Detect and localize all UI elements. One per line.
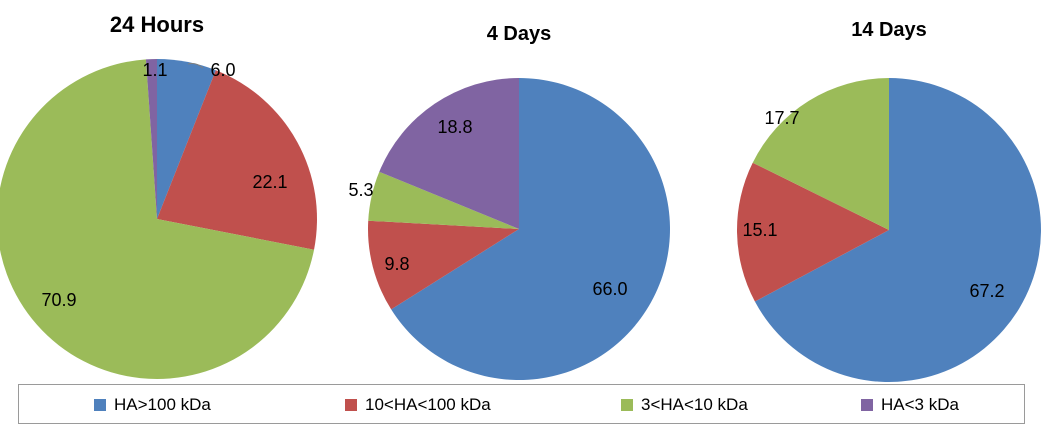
pie-slice-3-ha-10-kda: [752, 77, 889, 230]
pie-chart-24-hours: 24 Hours 6.0 22.1 70.9 1.1: [0, 12, 318, 379]
pie-slice-ha-100-kda: [157, 59, 216, 219]
legend-item-ha-10-100: 10<HA<100 kDa: [345, 385, 491, 425]
legend-item-ha-over-100: HA>100 kDa: [94, 385, 211, 425]
data-label: 67.2: [969, 281, 1004, 301]
legend-swatch: [861, 399, 873, 411]
data-label: 70.9: [41, 290, 76, 310]
pie-slice-ha-100-kda: [391, 78, 670, 380]
pie-slice-ha-3-kda: [145, 59, 157, 219]
pie-slice-3-ha-10-kda: [0, 59, 315, 379]
legend-swatch: [621, 399, 633, 411]
pie-slice-ha-100-kda: [754, 78, 1041, 382]
legend-label: HA<3 kDa: [881, 395, 959, 414]
legend-swatch: [345, 399, 357, 411]
chart-legend: HA>100 kDa 10<HA<100 kDa 3<HA<10 kDa HA<…: [18, 384, 1025, 424]
pie-slice-10-ha-100-kda: [368, 220, 519, 310]
pie-slice-ha-3-kda: [379, 78, 519, 229]
chart-title: 14 Days: [851, 19, 927, 41]
legend-label: HA>100 kDa: [114, 395, 211, 414]
legend-item-ha-3-10: 3<HA<10 kDa: [621, 385, 748, 425]
data-label: 66.0: [592, 279, 627, 299]
chart-title: 4 Days: [487, 23, 552, 45]
pie-slice-10-ha-100-kda: [157, 70, 318, 250]
pie-chart-4-days: 4 Days 66.0 9.8 5.3 18.8: [348, 23, 670, 380]
chart-title: 24 Hours: [110, 12, 204, 37]
data-label: 5.3: [348, 180, 373, 200]
pie-slice-10-ha-100-kda: [736, 162, 889, 302]
pie-chart-14-days: 14 Days 67.2 15.1 17.7: [736, 19, 1041, 382]
legend-label: 10<HA<100 kDa: [365, 395, 491, 414]
label-leader-line: [187, 63, 204, 69]
legend-swatch: [94, 399, 106, 411]
data-label: 15.1: [742, 220, 777, 240]
data-label: 1.1: [142, 60, 167, 80]
data-label: 6.0: [210, 60, 235, 80]
pie-slice-3-ha-10-kda: [368, 171, 519, 229]
data-label: 9.8: [384, 254, 409, 274]
legend-label: 3<HA<10 kDa: [641, 395, 748, 414]
legend-item-ha-under-3: HA<3 kDa: [861, 385, 959, 425]
data-label: 22.1: [252, 172, 287, 192]
data-label: 17.7: [764, 108, 799, 128]
data-label: 18.8: [437, 117, 472, 137]
